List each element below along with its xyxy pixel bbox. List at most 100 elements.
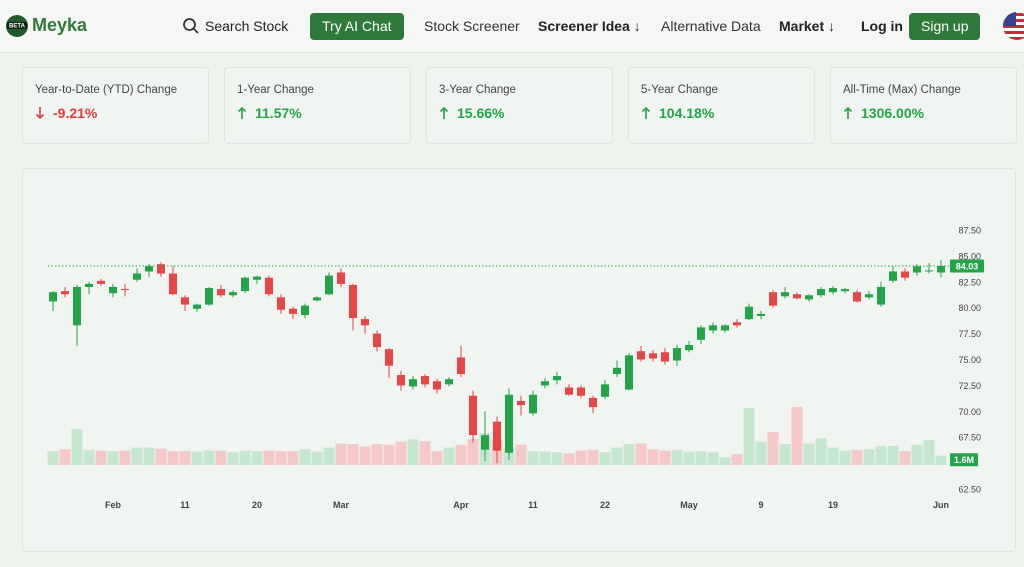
volume-bar <box>851 449 863 465</box>
candle-body <box>145 266 153 272</box>
candle-body <box>229 292 237 296</box>
candle-body <box>349 284 357 319</box>
candle-body <box>169 273 177 295</box>
candle-body <box>865 294 873 298</box>
volume-bar <box>863 449 875 465</box>
volume-bar <box>659 450 671 465</box>
chart: 62.50 67.50 70.00 72.50 75.00 77.50 80.00 82.50… <box>47 226 984 510</box>
candle-body <box>781 292 789 297</box>
candle-body <box>361 319 369 326</box>
stat-label: All-Time (Max) Change <box>843 84 961 96</box>
candle-body <box>493 421 501 451</box>
volume-bar <box>359 446 371 465</box>
candle-body <box>757 313 765 316</box>
nav-link[interactable]: Screener Idea ↓ <box>538 18 641 34</box>
candle-body <box>217 289 225 296</box>
volume-bar <box>83 449 95 465</box>
volume-bar <box>887 445 899 465</box>
volume-bar <box>299 449 311 465</box>
nav-link[interactable]: Stock Screener <box>424 18 520 34</box>
volume-bar <box>827 447 839 465</box>
candle-body <box>457 357 465 375</box>
candle-body <box>673 348 681 361</box>
candle-body <box>157 264 165 274</box>
stat-value: 1306.00% <box>861 105 925 121</box>
logo-icon[interactable]: BETA <box>5 14 29 38</box>
candle-body <box>565 387 573 395</box>
candle-body <box>733 322 741 326</box>
candle-body <box>181 297 189 305</box>
candle-body <box>625 355 633 390</box>
candle-body <box>925 270 933 272</box>
candle-body <box>469 395 477 436</box>
last-price-label: 84.03 <box>956 261 979 271</box>
nav-link[interactable]: Alternative Data <box>661 18 761 34</box>
volume-bar <box>155 448 167 465</box>
stat-value: -9.21% <box>53 105 98 121</box>
candle-body <box>517 400 525 406</box>
volume-bar <box>539 451 551 465</box>
signup-button[interactable]: Sign up <box>909 13 981 40</box>
volume-bar <box>707 452 719 465</box>
direction-arrow <box>641 106 651 119</box>
candle-body <box>805 295 813 300</box>
volume-bar <box>671 449 683 465</box>
volume-bar <box>239 450 251 465</box>
volume-bar <box>395 441 407 465</box>
x-tick-label: 22 <box>600 500 610 510</box>
volume-bar <box>635 443 647 465</box>
candle-body <box>745 306 753 320</box>
last-price-tag <box>950 259 984 273</box>
flag-icon[interactable] <box>1002 11 1024 41</box>
volume-bar <box>95 450 107 465</box>
volume-bar <box>335 443 347 465</box>
volume-bar <box>443 447 455 465</box>
candle-body <box>553 376 561 381</box>
candle-body <box>613 367 621 375</box>
candle-body <box>397 375 405 386</box>
volume-bar <box>371 444 383 465</box>
candle-body <box>445 379 453 385</box>
volume-bar <box>143 447 155 465</box>
last-volume-label: 1.6M <box>954 455 974 465</box>
ai-chat-button[interactable]: Try AI Chat <box>310 13 404 40</box>
x-tick-label: Mar <box>333 500 350 510</box>
y-tick-label: 82.50 <box>958 277 981 287</box>
y-tick-label: 85.00 <box>958 251 981 261</box>
volume-bar <box>311 451 323 465</box>
nav-link[interactable]: Market ↓ <box>779 18 836 34</box>
volume-bar <box>467 438 479 465</box>
volume-bar <box>611 447 623 465</box>
brand[interactable]: Meyka <box>32 15 88 35</box>
volume-bar <box>191 451 203 465</box>
volume-bar <box>347 444 359 465</box>
candle-body <box>85 283 93 287</box>
stat-card: All-Time (Max) Change 1306.00% <box>830 67 1017 144</box>
volume-bar <box>875 445 887 465</box>
navbar: BETA Meyka Search Stock Try AI Chat Stoc… <box>0 0 1024 53</box>
candle-body <box>541 381 549 386</box>
candle-body <box>421 376 429 385</box>
candle-body <box>769 292 777 306</box>
login-link[interactable]: Log in <box>861 18 903 34</box>
y-tick-label: 75.00 <box>958 355 981 365</box>
candle-body <box>601 384 609 397</box>
candle-body <box>853 292 861 302</box>
candle-body <box>433 381 441 390</box>
stat-card: 5-Year Change 104.18% <box>628 67 815 144</box>
candle-body <box>817 289 825 296</box>
candle-body <box>697 327 705 340</box>
search-icon[interactable] <box>182 17 200 35</box>
volume-bar <box>263 450 275 465</box>
y-tick-label: 87.50 <box>958 226 981 236</box>
nav-link[interactable]: Search Stock <box>205 18 289 34</box>
y-tick-label: 67.50 <box>958 433 981 443</box>
volume-bar <box>755 441 767 465</box>
candle-body <box>709 325 717 331</box>
volume-bar <box>107 451 119 465</box>
volume-bar <box>791 406 803 465</box>
volume-bar <box>59 449 71 465</box>
stat-value: 104.18% <box>659 105 715 121</box>
last-volume-tag <box>950 453 978 467</box>
